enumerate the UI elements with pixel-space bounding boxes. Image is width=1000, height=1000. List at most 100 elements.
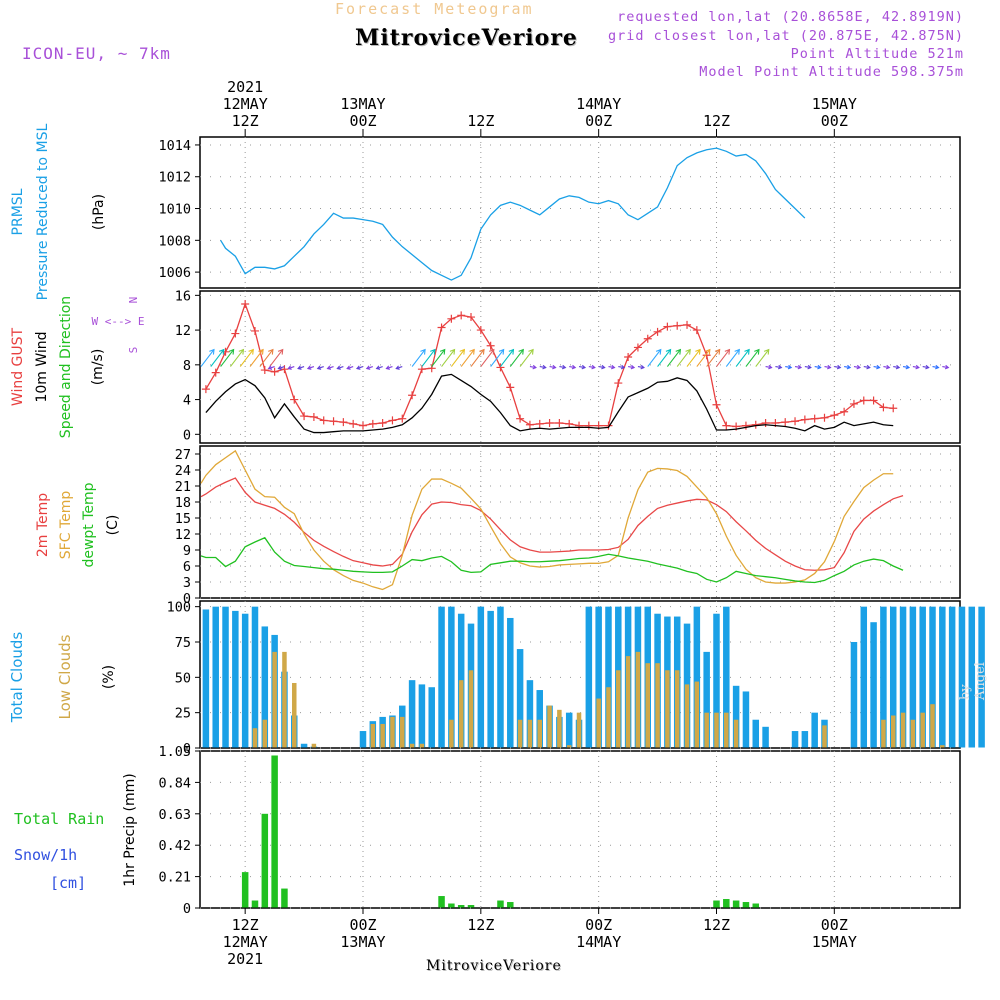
wind-vector	[666, 349, 681, 367]
wind-vector-head	[754, 348, 760, 355]
wind-vector	[460, 349, 475, 367]
pressure-frame	[199, 136, 961, 289]
wind-vector-head	[469, 348, 475, 355]
wind-vector	[421, 349, 436, 367]
precip-bar-total-rain	[507, 902, 514, 908]
wind-vector	[259, 349, 274, 367]
top-time-label: 15MAY	[812, 95, 857, 113]
wind-vector-head	[675, 348, 682, 355]
temperature-line-dewpt-temp	[200, 536, 904, 584]
closest-lonlat: grid closest lon,lat (20.875E, 42.875N)	[608, 28, 964, 44]
clouds-bar-low-clouds	[282, 651, 287, 748]
clouds-bar-total-clouds	[202, 609, 210, 748]
temperature-frame	[199, 445, 961, 599]
wind-vector-head	[866, 364, 871, 370]
clouds-bar-low-clouds	[684, 684, 690, 748]
bottom-time-label: 00Z	[349, 916, 376, 934]
temperature-ytick-label: 18	[175, 495, 191, 511]
pressure-ytick-label: 1008	[158, 233, 191, 249]
precip-ytick-label: 0.42	[158, 838, 191, 854]
bottom-time-label: 15MAY	[812, 933, 857, 951]
clouds-bar-low-clouds	[635, 651, 641, 748]
clouds-bar-low-clouds	[537, 719, 542, 748]
clouds-bar-total-clouds	[968, 606, 976, 748]
bottom-time-label: 14MAY	[576, 933, 621, 951]
temperature-ytick-label: 12	[175, 527, 191, 543]
wind-vector-head	[375, 365, 381, 370]
clouds-bar-low-clouds	[252, 728, 258, 748]
wind-vector-head	[935, 364, 940, 370]
clouds-bar-low-clouds	[606, 687, 611, 748]
clouds-bar-total-clouds	[536, 690, 543, 748]
requested-lonlat: requested lon,lat (20.8658E, 42.8919N)	[617, 9, 964, 25]
subtitle: Forecast Meteogram	[335, 0, 534, 18]
wind-gust-marker	[575, 421, 584, 430]
wind-vector	[735, 349, 750, 367]
wind-vector-head	[905, 364, 911, 370]
wind-gust-marker	[604, 421, 613, 430]
wind-vector	[210, 349, 225, 367]
wind-vector	[745, 349, 760, 367]
bottom-time-label: 12Z	[467, 916, 494, 934]
wind-vector-head	[797, 364, 803, 370]
wind-gust-marker	[722, 421, 731, 430]
wind-vector-head	[581, 364, 587, 370]
clouds-bar-total-clouds	[762, 726, 769, 748]
clouds-bar-low-clouds	[890, 715, 896, 748]
clouds-ytick-label: 75	[175, 635, 191, 651]
precip-bar-total-rain	[732, 900, 740, 908]
wind-vector-head	[655, 348, 662, 355]
wind-ytick-label: 4	[183, 393, 191, 409]
clouds-bar-total-clouds	[752, 719, 760, 748]
wind-vector-head	[542, 364, 547, 370]
wind-vector	[269, 349, 284, 367]
wind-ytick-label: 0	[183, 427, 191, 443]
precip-bar-total-rain	[497, 900, 504, 908]
wind-gust-marker	[358, 421, 367, 430]
pressure-ytick-label: 1006	[158, 265, 191, 281]
bottom-time-label: 12Z	[703, 916, 730, 934]
wind-gust-marker	[663, 322, 672, 331]
wind-vector-head	[724, 348, 731, 355]
wind-gust-marker	[692, 326, 701, 335]
wind-vector	[480, 349, 495, 367]
wind-vector-head	[479, 348, 485, 355]
wind-vector-head	[268, 348, 274, 355]
wind-gust-marker	[859, 396, 868, 405]
wind-gust-marker	[869, 396, 878, 405]
temperature-line-sfc-temp	[200, 449, 894, 591]
wind-gust-marker	[673, 321, 682, 330]
clouds-bar-total-clouds	[880, 606, 887, 748]
precip-bar-total-rain	[438, 896, 445, 908]
clouds-bar-total-clouds	[732, 685, 740, 748]
temperature-ytick-label: 24	[175, 463, 191, 479]
clouds-bar-low-clouds	[272, 651, 277, 748]
wind-gust-marker	[476, 326, 485, 335]
wind-ytick-label: 8	[183, 358, 191, 374]
clouds-bar-low-clouds	[468, 670, 474, 748]
precip-panel	[195, 750, 961, 909]
wind-vector-head	[326, 365, 332, 370]
wind-vector	[657, 349, 672, 367]
wind-vector-head	[925, 364, 930, 370]
wind-vector-head	[277, 365, 282, 370]
wind-vector-head	[267, 365, 273, 370]
wind-gust-marker	[457, 311, 466, 320]
clouds-bar-total-clouds	[448, 606, 455, 748]
clouds-bar-low-clouds	[900, 712, 906, 748]
clouds-label-low: Low Clouds	[56, 634, 74, 719]
temperature-ytick-label: 0	[183, 591, 191, 607]
wind-vector-head	[258, 348, 264, 355]
clouds-bar-total-clouds	[585, 606, 593, 748]
precip-bar-total-rain	[281, 888, 288, 908]
wind-vector	[411, 349, 426, 367]
wind-gust-marker	[781, 418, 790, 427]
wind-vector-head	[763, 348, 770, 355]
clouds-bar-total-clouds	[801, 731, 809, 748]
clouds-bar-total-clouds	[438, 606, 445, 748]
precip-frame	[199, 750, 961, 909]
clouds-bar-low-clouds	[655, 663, 660, 748]
temperature-ytick-label: 9	[183, 543, 191, 559]
precip-bar-total-rain	[271, 755, 278, 908]
